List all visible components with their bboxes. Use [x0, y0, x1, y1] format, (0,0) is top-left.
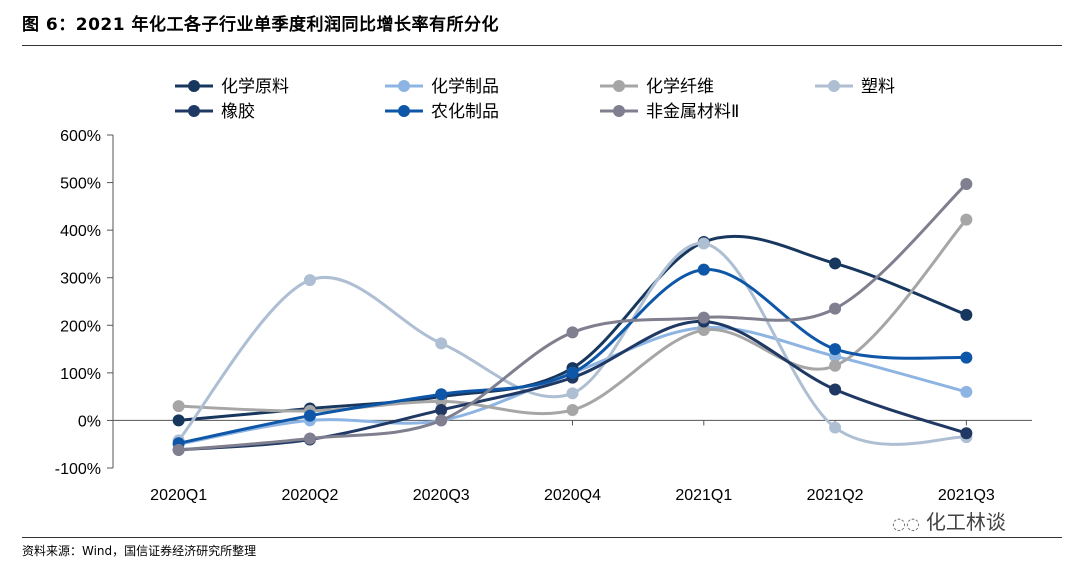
legend-item: 橡胶 — [175, 102, 255, 121]
watermark-text: 化工林谈 — [925, 510, 1006, 534]
data-point — [829, 421, 842, 434]
data-point — [829, 343, 842, 356]
data-point — [960, 213, 973, 226]
x-tick-label: 2020Q3 — [413, 487, 470, 504]
bottom-rule — [22, 537, 1062, 538]
data-point — [303, 432, 316, 445]
data-point — [960, 308, 973, 321]
y-tick-label: 0% — [78, 413, 101, 430]
legend-label: 非金属材料Ⅱ — [646, 102, 739, 121]
legend-swatch-marker — [828, 80, 840, 92]
x-tick-label: 2021Q1 — [675, 487, 732, 504]
figure-title: 图 6：2021 年化工各子行业单季度利润同比增长率有所分化 — [22, 15, 499, 35]
data-point — [697, 263, 710, 276]
x-tick-label: 2020Q1 — [150, 487, 207, 504]
series-line — [178, 325, 967, 446]
data-point — [303, 409, 316, 422]
data-point — [566, 366, 579, 379]
top-rule — [22, 45, 1062, 46]
x-tick-label: 2020Q4 — [544, 487, 601, 504]
legend-label: 农化制品 — [431, 102, 499, 121]
y-tick-label: 100% — [60, 366, 101, 383]
data-point — [829, 302, 842, 315]
series-line — [178, 218, 968, 416]
data-point — [697, 324, 710, 337]
x-tick-label: 2021Q3 — [938, 487, 995, 504]
legend-item: 农化制品 — [385, 102, 499, 121]
y-tick-label: 200% — [60, 318, 101, 335]
legend-swatch-marker — [188, 80, 200, 92]
watermark: ◌◌ 化工林谈 — [892, 506, 1006, 535]
series-group — [172, 177, 973, 456]
data-point — [829, 359, 842, 372]
series-4 — [172, 237, 973, 447]
data-point — [172, 443, 185, 456]
data-point — [435, 388, 448, 401]
legend-swatch-marker — [188, 105, 200, 117]
series-line — [178, 268, 967, 445]
data-point — [435, 337, 448, 350]
data-point — [960, 177, 973, 190]
data-point — [697, 237, 710, 250]
data-point — [435, 403, 448, 416]
data-point — [829, 383, 842, 396]
series-6 — [172, 263, 973, 450]
data-point — [172, 414, 185, 427]
legend-label: 塑料 — [861, 77, 895, 96]
legend-item: 化学制品 — [385, 77, 499, 96]
legend-swatch-marker — [398, 80, 410, 92]
y-tick-label: 500% — [60, 176, 101, 193]
data-point — [172, 400, 185, 413]
series-line — [178, 319, 967, 452]
legend-label: 化学纤维 — [646, 77, 714, 96]
data-point — [566, 403, 579, 416]
data-point — [697, 311, 710, 324]
x-tick-label: 2021Q2 — [807, 487, 864, 504]
series-3 — [172, 213, 973, 417]
legend-label: 橡胶 — [221, 102, 255, 121]
x-tick-label: 2020Q2 — [281, 487, 338, 504]
axes: -100% 0% 100% 200% 300% 400% 500% 600% 2020Q1 202… — [55, 128, 1032, 504]
legend-swatch-marker — [613, 80, 625, 92]
legend-swatch-marker — [398, 105, 410, 117]
data-point — [566, 387, 579, 400]
data-point — [303, 274, 316, 287]
data-point — [960, 427, 973, 440]
y-tick-label: -100% — [55, 461, 101, 478]
y-tick-label: 400% — [60, 223, 101, 240]
y-tick-label: 600% — [60, 128, 101, 145]
legend-item: 非金属材料Ⅱ — [600, 102, 739, 121]
source-note: 资料来源：Wind，国信证券经济研究所整理 — [22, 544, 257, 558]
series-7 — [172, 177, 973, 456]
legend-item: 化学原料 — [175, 77, 289, 96]
series-2 — [172, 321, 973, 451]
data-point — [435, 414, 448, 427]
legend-label: 化学制品 — [431, 77, 499, 96]
data-point — [960, 385, 973, 398]
legend-item: 塑料 — [815, 77, 895, 96]
y-tick-label: 300% — [60, 271, 101, 288]
legend-label: 化学原料 — [221, 77, 289, 96]
legend-item: 化学纤维 — [600, 77, 714, 96]
data-point — [829, 257, 842, 270]
legend-swatch-marker — [613, 105, 625, 117]
data-point — [566, 326, 579, 339]
wechat-icon: ◌◌ — [892, 514, 920, 533]
data-point — [960, 351, 973, 364]
